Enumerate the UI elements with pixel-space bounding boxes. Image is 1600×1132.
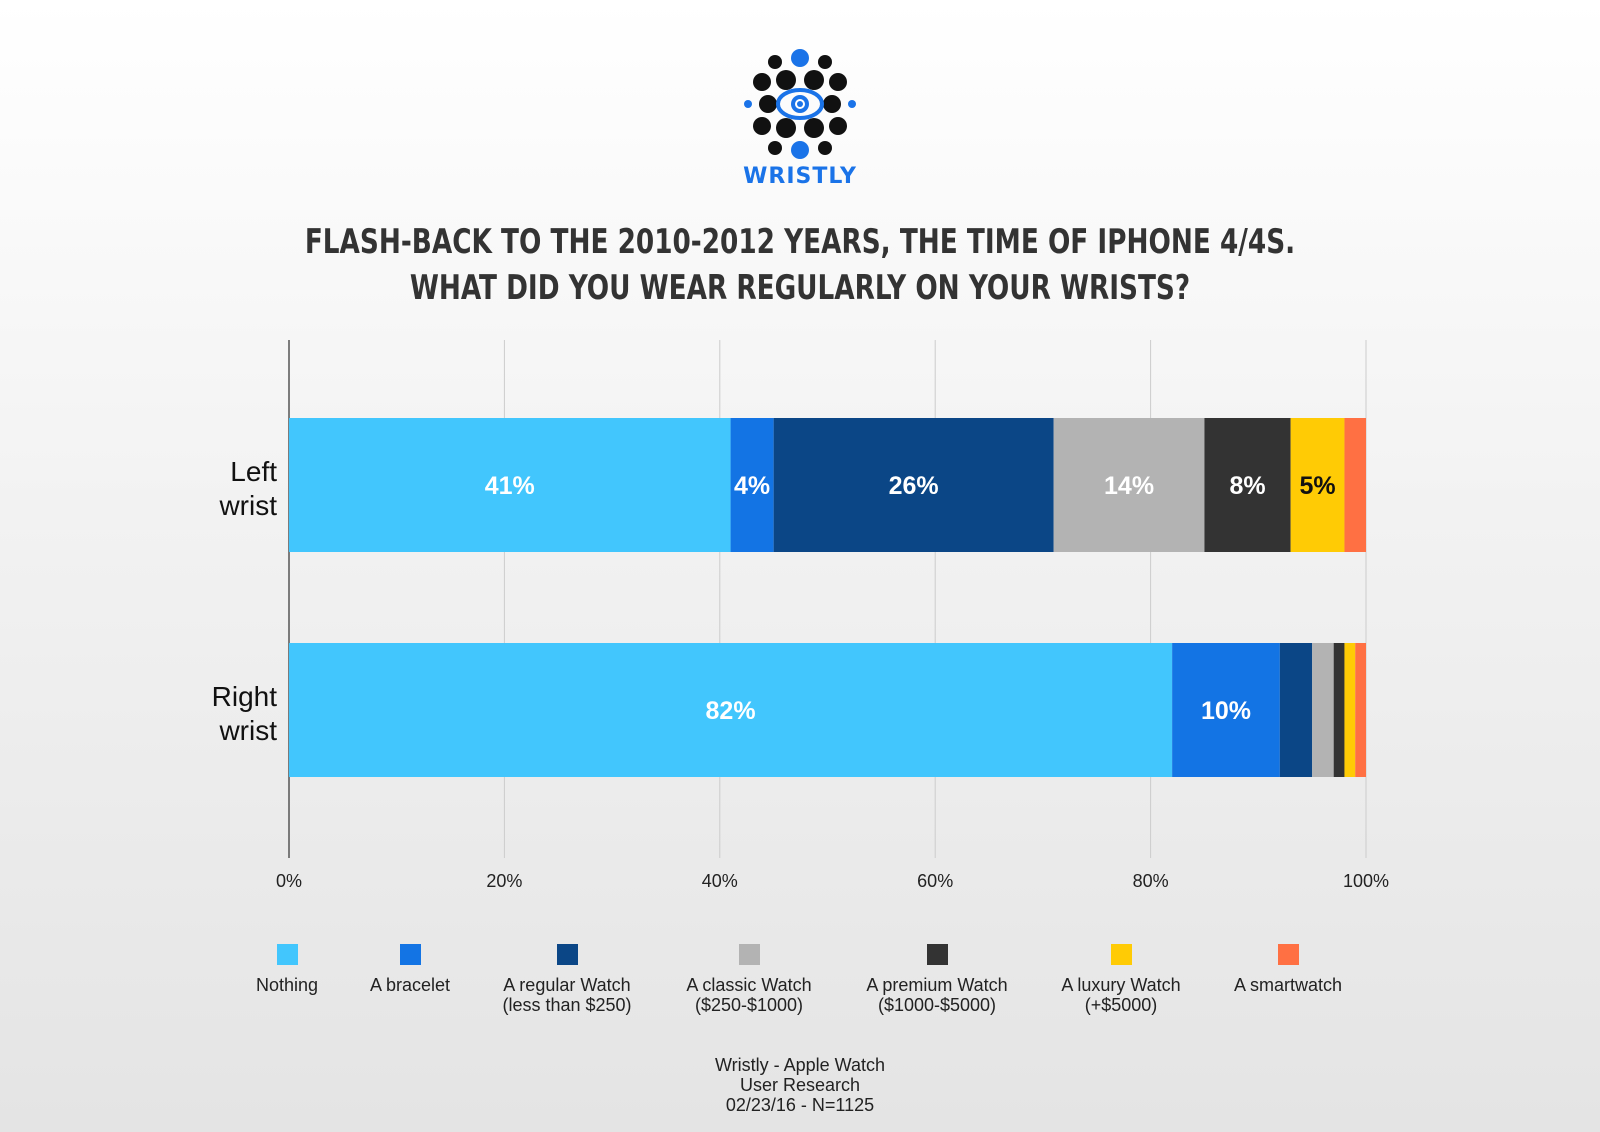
legend-item: A classic Watch ($250-$1000) [649, 944, 849, 1015]
legend-item: Nothing [187, 944, 387, 995]
legend-label: A luxury Watch [1061, 975, 1181, 995]
legend-label-sub: (less than $250) [502, 995, 632, 1015]
x-tick-label: 100% [1343, 871, 1389, 891]
data-label: 26% [889, 472, 939, 500]
bar-segment [1204, 418, 1291, 552]
x-tick-label: 80% [1133, 871, 1169, 891]
legend-swatch [1277, 944, 1299, 965]
legend-label-sub: ($250-$1000) [694, 995, 804, 1015]
legend-label-sub: ($1000-$5000) [877, 995, 997, 1015]
legend-item: A bracelet [310, 944, 510, 995]
chart-footer: Wristly - Apple Watch User Research 02/2… [600, 1055, 1000, 1115]
bar-segment [1355, 643, 1366, 777]
data-label: 82% [706, 697, 756, 725]
bar-segment [1279, 643, 1313, 777]
bar-segment [289, 643, 1173, 777]
data-label: 8% [1229, 472, 1265, 500]
legend-label: A smartwatch [1233, 975, 1343, 995]
brand-name: WRISTLY [743, 164, 857, 189]
data-label: 41% [485, 472, 535, 500]
chart-title-line-2: WHAT DID YOU WEAR REGULARLY ON YOUR WRIS… [409, 268, 1191, 308]
bar-segment [1312, 643, 1334, 777]
legend-label: A premium Watch [866, 975, 1008, 995]
bar-segment [1333, 643, 1345, 777]
legend-label: A bracelet [369, 975, 451, 995]
x-tick-label: 20% [486, 871, 522, 891]
bar-segment [1344, 643, 1356, 777]
category-label: Left wrist [218, 456, 277, 521]
footer-line-2: User Research [739, 1075, 861, 1095]
x-tick-label: 40% [702, 871, 738, 891]
wristly-logo-icon [744, 49, 856, 159]
bar-segment [1344, 418, 1366, 552]
bar-segment [1053, 418, 1205, 552]
chart-title-line-1: FLASH-BACK TO THE 2010-2012 YEARS, THE T… [304, 222, 1296, 262]
bar-segment [1290, 418, 1345, 552]
legend-label-sub: (+$5000) [1084, 995, 1158, 1015]
footer-line-3: 02/23/16 - N=1125 [725, 1095, 875, 1115]
legend-item: A luxury Watch (+$5000) [1021, 944, 1221, 1015]
data-label: 5% [1299, 472, 1335, 500]
bar-segment [289, 418, 731, 552]
legend-label: A classic Watch [686, 975, 812, 995]
legend-label: Nothing [255, 975, 319, 995]
legend-item: A premium Watch ($1000-$5000) [837, 944, 1037, 1015]
legend-swatch [399, 944, 421, 965]
bar-segment [730, 418, 774, 552]
x-tick-label: 0% [276, 871, 302, 891]
x-tick-label: 60% [917, 871, 953, 891]
legend-swatch [556, 944, 578, 965]
legend-swatch [1110, 944, 1132, 965]
legend-item: A smartwatch [1188, 944, 1388, 995]
bar-segment [1172, 643, 1280, 777]
category-label: Right wrist [212, 681, 278, 746]
stacked-bar-chart: 41% 4% 26% 14% 8% 5% 82% 10% Left wrist Right wris… [212, 340, 1389, 891]
data-label: 4% [734, 472, 770, 500]
bar-segment [773, 418, 1054, 552]
legend-item: A regular Watch (less than $250) [467, 944, 667, 1015]
legend-swatch [926, 944, 948, 965]
legend-label: A regular Watch [503, 975, 631, 995]
data-label: 10% [1201, 697, 1251, 725]
legend-swatch [276, 944, 298, 965]
footer-line-1: Wristly - Apple Watch [714, 1055, 886, 1075]
legend-swatch [738, 944, 760, 965]
data-label: 14% [1104, 472, 1154, 500]
